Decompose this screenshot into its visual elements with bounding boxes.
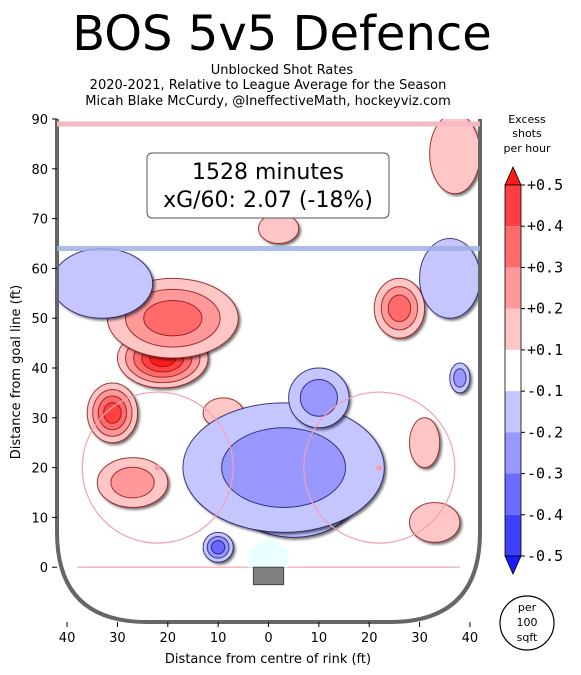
goal-net (252, 566, 285, 586)
heat-region (57, 247, 154, 319)
colorbar-title-2: shots (512, 127, 542, 140)
colorbar-cell (505, 349, 521, 392)
colorbar-cell (505, 308, 521, 350)
heat-region (409, 501, 461, 543)
heat-region (96, 457, 169, 508)
annotation-minutes: 1528 minutes (192, 160, 344, 185)
faceoff-dot (376, 464, 383, 471)
chart-subtitle-1: Unblocked Shot Rates (211, 63, 354, 78)
x-tick-label: 20 (160, 631, 177, 646)
faceoff-circle (81, 391, 234, 544)
colorbar-cell (505, 432, 521, 474)
heat-region (449, 362, 471, 394)
annotation-xg: xG/60: 2.07 (-18%) (163, 188, 373, 213)
x-tick-label: 30 (411, 631, 428, 646)
colorbar-cell (505, 185, 521, 227)
y-tick-label: 20 (31, 462, 48, 477)
unit-line-3: sqft (517, 631, 538, 644)
x-axis-label: Distance from centre of rink (ft) (165, 652, 371, 667)
x-tick-label: 40 (59, 631, 76, 646)
colorbar-tick-label: -0.5 (527, 547, 563, 565)
y-tick-label: 70 (31, 213, 48, 228)
colorbar-cell (505, 391, 521, 433)
x-tick-label: 10 (210, 631, 227, 646)
x-tick-label: 40 (462, 631, 479, 646)
chart-subtitle-2: 2020-2021, Relative to League Average fo… (90, 78, 447, 93)
heat-region (409, 417, 441, 469)
heat-region (202, 531, 234, 563)
heat-region (373, 277, 426, 339)
colorbar-tick-label: +0.3 (527, 258, 563, 276)
colorbar-cell (505, 473, 521, 515)
chart-subtitle-3: Micah Blake McCurdy, @IneffectiveMath, h… (85, 94, 451, 109)
y-tick-label: 60 (31, 262, 48, 277)
rink-boards (55, 119, 482, 624)
annotation-box: 1528 minutes xG/60: 2.07 (-18%) (146, 152, 390, 219)
y-tick-label: 40 (31, 362, 48, 377)
colorbar-tick-label: -0.3 (527, 465, 563, 483)
x-tick-label: 20 (361, 631, 378, 646)
colorbar: Excess shots per hour +0.5 +0.4 +0.3 +0.2 +0… (504, 113, 563, 575)
faceoff-circle (303, 391, 456, 544)
colorbar-cell (505, 226, 521, 268)
heat-region (429, 119, 480, 195)
colorbar-cell (505, 514, 521, 556)
y-tick-label: 50 (31, 312, 48, 327)
colorbar-tick-label: +0.4 (527, 217, 563, 235)
goal-crease (248, 539, 289, 568)
unit-line-1: per (518, 601, 537, 614)
faceoff-dot (154, 464, 161, 471)
colorbar-tick-label: -0.1 (527, 382, 563, 400)
unit-line-2: 100 (517, 616, 538, 629)
colorbar-title-3: per hour (504, 142, 551, 155)
y-tick-label: 80 (31, 163, 48, 178)
colorbar-top-arrow (504, 166, 522, 186)
colorbar-tick-label: +0.2 (527, 300, 563, 318)
heat-region (288, 367, 350, 429)
heat-region (86, 382, 139, 444)
colorbar-tick-label: -0.4 (527, 506, 563, 524)
y-tick-label: 30 (31, 412, 48, 427)
colorbar-bottom-arrow (504, 555, 522, 575)
unit-circle: per 100 sqft (499, 595, 555, 651)
x-tick-label: 0 (264, 631, 272, 646)
rink-markings (55, 119, 482, 624)
y-tick-label: 10 (31, 511, 48, 526)
plot-area (55, 119, 482, 624)
y-tick-label: 0 (40, 561, 48, 576)
x-tick-label: 30 (109, 631, 126, 646)
chart-title: BOS 5v5 Defence (72, 6, 492, 62)
colorbar-tick-label: +0.1 (527, 341, 563, 359)
y-tick-label: 90 (31, 113, 48, 128)
y-axis-label: Distance from goal line (ft) (9, 285, 24, 459)
colorbar-tick-label: -0.2 (527, 423, 563, 441)
axes: 40 30 20 10 0 10 20 30 40 0 10 20 30 40 50 60 70 80 90 (31, 113, 478, 646)
colorbar-tick-label: +0.5 (527, 176, 563, 194)
heat-region (182, 402, 385, 533)
colorbar-cell (505, 267, 521, 309)
colorbar-title-1: Excess (508, 113, 546, 126)
x-tick-label: 10 (311, 631, 328, 646)
heatmap-layer (57, 119, 480, 563)
